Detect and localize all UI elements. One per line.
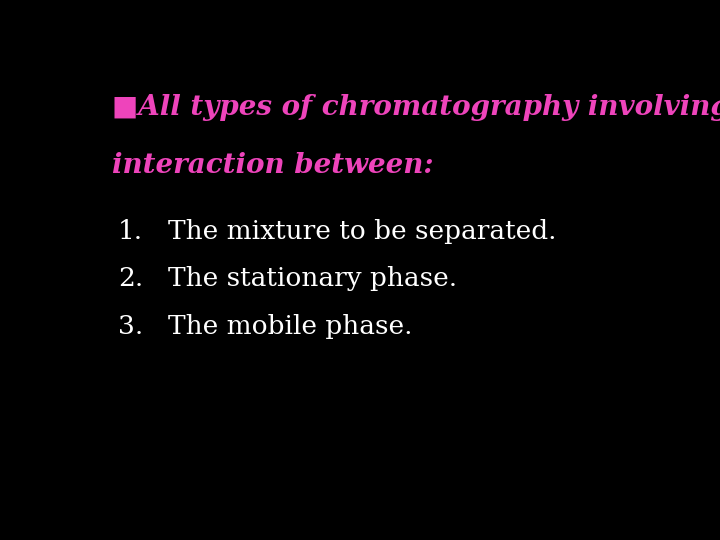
Text: The stationary phase.: The stationary phase.	[168, 266, 457, 292]
Text: 2.: 2.	[118, 266, 143, 292]
Text: 1.: 1.	[118, 219, 143, 244]
Text: The mixture to be separated.: The mixture to be separated.	[168, 219, 557, 244]
Text: interaction between:: interaction between:	[112, 152, 434, 179]
Text: The mobile phase.: The mobile phase.	[168, 314, 413, 339]
Text: 3.: 3.	[118, 314, 143, 339]
Text: ■All types of chromatography involving: ■All types of chromatography involving	[112, 94, 720, 121]
